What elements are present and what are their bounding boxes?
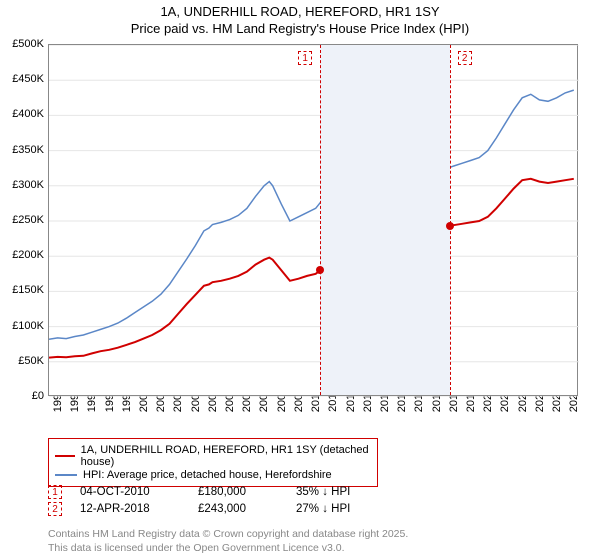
legend-box: 1A, UNDERHILL ROAD, HEREFORD, HR1 1SY (d… [48, 438, 378, 487]
sale-1-marker: 1 [298, 51, 312, 65]
sale-date: 12-APR-2018 [80, 503, 180, 515]
y-axis-label: £300K [0, 179, 44, 191]
sale-row-marker: 2 [48, 502, 62, 516]
y-axis-label: £450K [0, 73, 44, 85]
y-axis-label: £400K [0, 108, 44, 120]
y-axis-label: £150K [0, 284, 44, 296]
property-price-line [49, 179, 574, 358]
hpi-line [49, 90, 574, 339]
attribution-footer: Contains HM Land Registry data © Crown c… [48, 528, 568, 555]
sale-2-vline [450, 45, 451, 395]
sale-2-marker: 2 [458, 51, 472, 65]
sale-1-vline [320, 45, 321, 395]
legend-swatch-hpi [55, 474, 77, 476]
sale-row-marker: 1 [48, 485, 62, 499]
sale-price: £243,000 [198, 503, 278, 515]
chart-svg [49, 45, 579, 397]
sale-date: 04-OCT-2010 [80, 486, 180, 498]
legend-swatch-property [55, 455, 75, 457]
footer-line-2: This data is licensed under the Open Gov… [48, 542, 568, 556]
sales-row: 2 12-APR-2018 £243,000 27% ↓ HPI [48, 502, 568, 516]
sales-row: 1 04-OCT-2010 £180,000 35% ↓ HPI [48, 485, 568, 499]
legend-label-property: 1A, UNDERHILL ROAD, HEREFORD, HR1 1SY (d… [81, 444, 371, 468]
y-axis-label: £250K [0, 214, 44, 226]
chart-subtitle: Price paid vs. HM Land Registry's House … [0, 21, 600, 36]
y-axis-label: £500K [0, 38, 44, 50]
chart-title: 1A, UNDERHILL ROAD, HEREFORD, HR1 1SY [0, 4, 600, 19]
legend-label-hpi: HPI: Average price, detached house, Here… [83, 469, 332, 481]
sale-2-dot [446, 222, 454, 230]
y-axis-label: £350K [0, 144, 44, 156]
sale-price: £180,000 [198, 486, 278, 498]
footer-line-1: Contains HM Land Registry data © Crown c… [48, 528, 568, 542]
y-axis-label: £50K [0, 355, 44, 367]
between-sales-shaded-region [320, 45, 450, 395]
y-axis-label: £100K [0, 320, 44, 332]
chart-plot-area: 1 2 [48, 44, 578, 396]
y-axis-label: £0 [0, 390, 44, 402]
y-axis-label: £200K [0, 249, 44, 261]
sales-table: 1 04-OCT-2010 £180,000 35% ↓ HPI 2 12-AP… [48, 482, 568, 519]
sale-1-dot [316, 266, 324, 274]
sale-delta: 35% ↓ HPI [296, 486, 350, 498]
sale-delta: 27% ↓ HPI [296, 503, 350, 515]
